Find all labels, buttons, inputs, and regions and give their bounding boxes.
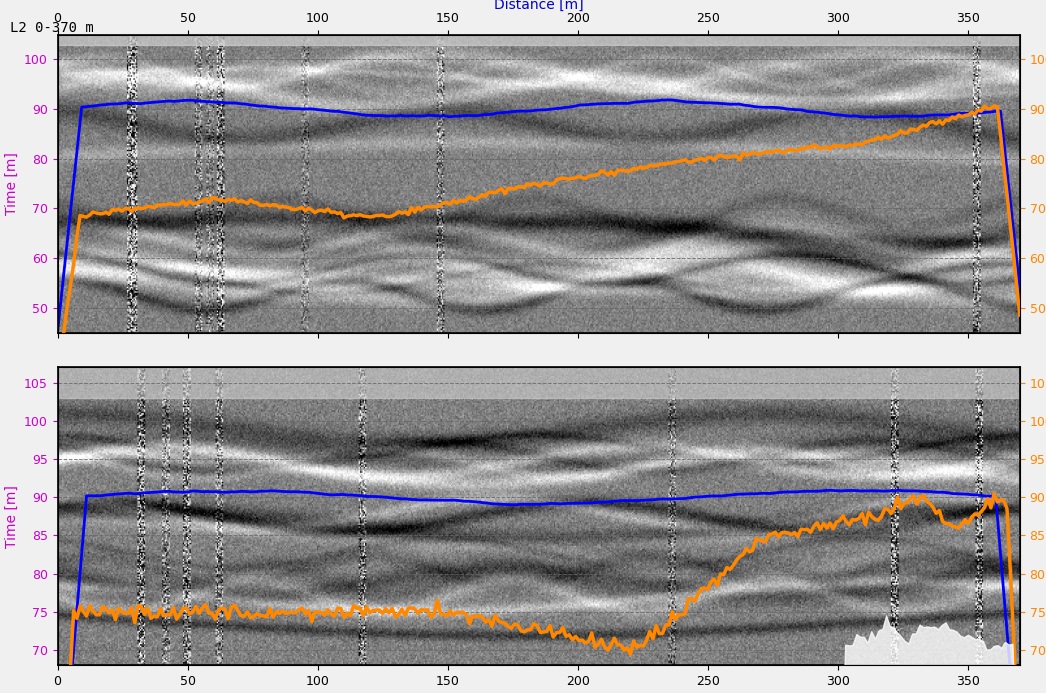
Y-axis label: Time [m]: Time [m]: [4, 152, 19, 215]
X-axis label: Distance [m]: Distance [m]: [494, 0, 584, 12]
Y-axis label: Time [m]: Time [m]: [4, 485, 19, 547]
Text: L2 0-370 m: L2 0-370 m: [10, 21, 94, 35]
